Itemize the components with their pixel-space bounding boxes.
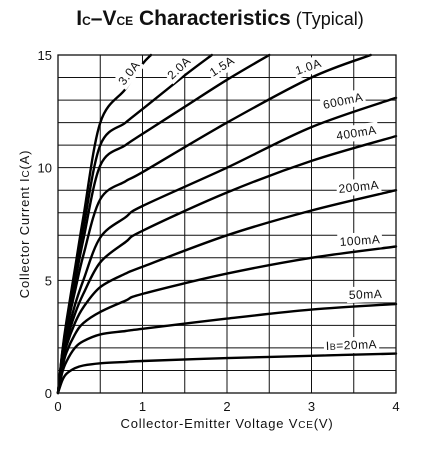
y-tick-label: 10 bbox=[38, 161, 52, 176]
curve-label-bg bbox=[113, 56, 145, 91]
curve-label-group: IB=20mA bbox=[323, 336, 380, 355]
y-axis-label: Collector Current IC(A) bbox=[17, 150, 32, 298]
x-tick-label: 3 bbox=[308, 399, 315, 414]
plot-frame bbox=[57, 54, 397, 394]
title-v: V bbox=[102, 7, 116, 30]
curve-label-group: 1.0A bbox=[291, 54, 326, 80]
curve-label: 400mA bbox=[335, 123, 377, 143]
curve-label-group: 200mA bbox=[335, 176, 382, 198]
title-ic: I bbox=[76, 7, 82, 30]
curve-label: 200mA bbox=[338, 178, 380, 196]
title-vce-sub: CE bbox=[116, 14, 133, 28]
x-tick-label: 0 bbox=[54, 399, 61, 414]
y-axis-label-sub: C bbox=[21, 170, 32, 178]
curve-ib bbox=[56, 302, 398, 395]
x-axis-label-sub: CE bbox=[298, 420, 314, 431]
curve-label-group: 1.5A bbox=[204, 51, 240, 82]
curve-label-bg bbox=[337, 231, 383, 251]
curve-ib bbox=[56, 352, 398, 395]
y-tick-label: 0 bbox=[45, 386, 52, 401]
title-dash: – bbox=[91, 7, 103, 30]
x-axis-label-unit: (V) bbox=[314, 416, 334, 431]
curve-ib bbox=[56, 53, 271, 395]
x-tick-label: 1 bbox=[139, 399, 146, 414]
x-tick-label: 2 bbox=[223, 399, 230, 414]
y-tick-label: 15 bbox=[38, 48, 52, 63]
curve-label: 100mA bbox=[339, 232, 380, 249]
curve-label: 50mA bbox=[349, 287, 383, 302]
x-axis-label-main: Collector-Emitter Voltage V bbox=[121, 416, 299, 431]
curve-label-group: 50mA bbox=[346, 285, 385, 304]
curves bbox=[56, 53, 398, 395]
title-ic-sub: C bbox=[82, 14, 91, 28]
chart-title: IC–VCE Characteristics (Typical) bbox=[76, 7, 364, 30]
tick-labels: 0 1 2 3 4 0 5 10 15 bbox=[38, 48, 400, 414]
curve-label-bg bbox=[319, 88, 367, 114]
curve-label: IB=20mA bbox=[326, 337, 378, 353]
y-tick-label: 5 bbox=[45, 273, 52, 288]
x-tick-label: 4 bbox=[392, 399, 399, 414]
curve-label-bg bbox=[346, 285, 385, 304]
curve-label-bg bbox=[335, 176, 382, 198]
curve-label-bg bbox=[323, 336, 380, 355]
curve-ib bbox=[56, 245, 398, 395]
curve-label-bg bbox=[291, 54, 326, 80]
y-axis-label-unit: (A) bbox=[17, 150, 32, 170]
curve-labels: IB=20mA50mA100mA200mA400mA600mA1.0A1.5A2… bbox=[113, 51, 385, 355]
curve-label-group: 3.0A bbox=[113, 56, 145, 91]
curve-label-bg bbox=[204, 51, 240, 82]
curve-label-group: 600mA bbox=[319, 88, 367, 114]
curve-label-bg bbox=[333, 121, 380, 145]
title-characteristics: Characteristics bbox=[133, 7, 291, 30]
y-axis-label-main: Collector Current I bbox=[17, 178, 32, 299]
curve-label-group: 400mA bbox=[333, 121, 380, 145]
curve-label-bg bbox=[162, 51, 196, 85]
x-axis-label: Collector-Emitter Voltage VCE(V) bbox=[121, 416, 334, 431]
title-typical: (Typical) bbox=[291, 9, 364, 29]
curve-label-group: 100mA bbox=[337, 231, 383, 251]
